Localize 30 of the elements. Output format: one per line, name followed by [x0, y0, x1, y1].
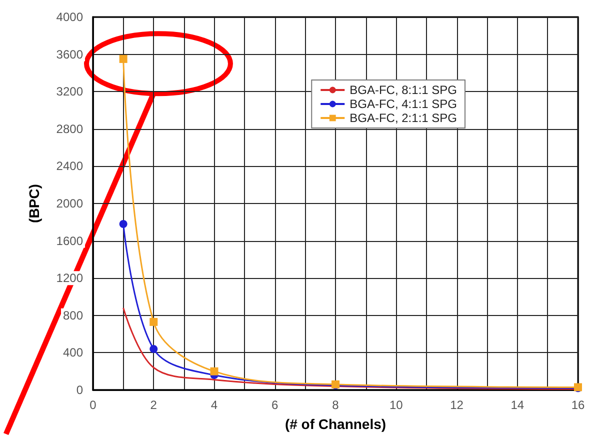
- x-tick-label: 4: [210, 398, 218, 412]
- y-tick-label: 0: [76, 383, 84, 397]
- y-tick-label: 2000: [56, 196, 84, 210]
- legend-label: BGA-FC, 8:1:1 SPG: [350, 83, 458, 97]
- point: [119, 220, 128, 228]
- x-tick-label: 6: [272, 398, 279, 412]
- legend-label: BGA-FC, 4:1:1 SPG: [350, 97, 458, 111]
- x-tick-label: 16: [571, 398, 585, 412]
- y-axis-title: (BPC): [26, 184, 42, 223]
- point: [210, 367, 218, 376]
- point: [150, 344, 158, 353]
- x-tick-label: 8: [332, 398, 340, 412]
- y-tick-label: 3200: [56, 84, 84, 99]
- y-tick-label: 4000: [56, 10, 84, 24]
- y-tick-label: 800: [62, 308, 84, 322]
- y-tick-label: 1600: [56, 234, 84, 248]
- y-tick-label: 1200: [56, 271, 84, 286]
- point: [119, 54, 128, 63]
- x-tick-label: 14: [510, 398, 524, 412]
- y-tick-label: 2800: [56, 122, 84, 136]
- y-tick-label: 3600: [56, 47, 84, 62]
- point: [150, 318, 158, 326]
- x-tick-label: 10: [389, 398, 404, 412]
- x-axis-title: (# of Channels): [284, 416, 386, 432]
- x-tick-label: 12: [450, 398, 464, 412]
- legend-label: BGA-FC, 2:1:1 SPG: [350, 111, 458, 125]
- x-tick-label: 0: [90, 398, 97, 412]
- y-tick-label: 400: [62, 346, 84, 360]
- x-tick-label: 2: [150, 398, 158, 412]
- y-tick-label: 2400: [56, 159, 84, 174]
